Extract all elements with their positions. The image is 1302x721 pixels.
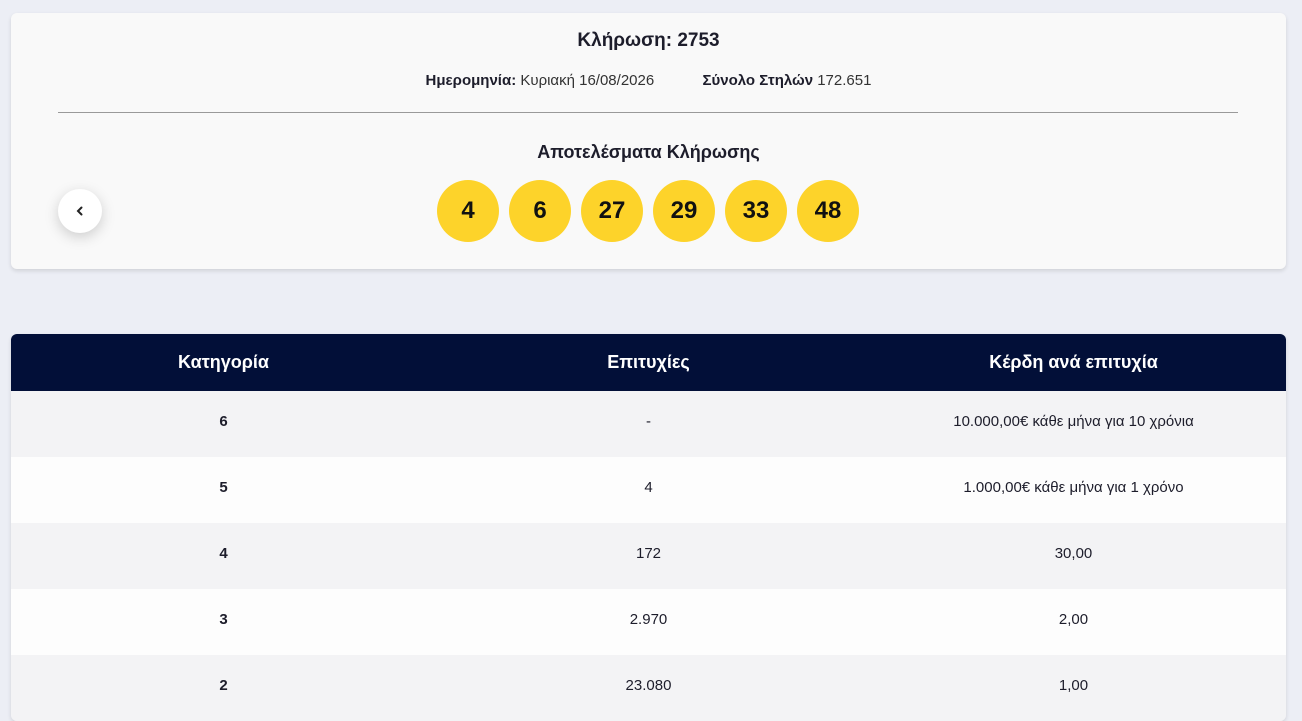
ball: 48 bbox=[797, 180, 859, 242]
table-row: 6-10.000,00€ κάθε μήνα για 10 χρόνια bbox=[11, 391, 1286, 457]
table-row: 4 172 30,00 bbox=[11, 523, 1286, 589]
table-cell: 2,00 bbox=[861, 589, 1286, 655]
date-value: Κυριακή 16/08/2026 bbox=[520, 72, 655, 89]
table-cell: 172 bbox=[436, 523, 861, 589]
header-cell: Κατηγορία bbox=[11, 334, 436, 391]
columns-value: 172.651 bbox=[817, 72, 872, 89]
table-row: 3 2.970 2,00 bbox=[11, 589, 1286, 655]
table-cell: 5 bbox=[11, 457, 436, 523]
ball: 6 bbox=[509, 180, 571, 242]
table-header: Κατηγορία Επιτυχίες Κέρδη ανά επιτυχία bbox=[11, 334, 1286, 391]
ball: 4 bbox=[437, 180, 499, 242]
columns-label: Σύνολο Στηλών bbox=[702, 72, 814, 89]
table-cell: 23.080 bbox=[436, 655, 861, 721]
ball: 33 bbox=[725, 180, 787, 242]
table-cell: 3 bbox=[11, 589, 436, 655]
table-cell: 4 bbox=[11, 523, 436, 589]
ball: 27 bbox=[581, 180, 643, 242]
results-title: Αποτελέσματα Κλήρωσης bbox=[537, 142, 760, 162]
table-cell: 1.000,00€ κάθε μήνα για 1 χρόνο bbox=[861, 457, 1286, 523]
table-cell: 2 bbox=[11, 655, 436, 721]
header-cell: Επιτυχίες bbox=[436, 334, 861, 391]
prize-table: Κατηγορία Επιτυχίες Κέρδη ανά επιτυχία 6-1… bbox=[11, 334, 1286, 721]
table-row: 2 23.080 1,00 bbox=[11, 655, 1286, 721]
table-cell: - bbox=[436, 391, 861, 457]
table-body: 6-10.000,00€ κάθε μήνα για 10 χρόνια 5 4 1.… bbox=[11, 391, 1286, 721]
header-cell: Κέρδη ανά επιτυχία bbox=[861, 334, 1286, 391]
draw-card: Κλήρωση: 2753 Ημερομηνία: Κυριακή 16/08/… bbox=[11, 13, 1286, 269]
table-cell: 10.000,00€ κάθε μήνα για 10 χρόνια bbox=[861, 391, 1286, 457]
draw-info: Ημερομηνία: Κυριακή 16/08/2026 Σύνολο Στ… bbox=[11, 72, 1286, 89]
ball: 29 bbox=[653, 180, 715, 242]
date-label: Ημερομηνία: bbox=[425, 72, 517, 89]
balls: 4 6 27 29 33 48 bbox=[10, 180, 1286, 242]
divider bbox=[58, 112, 1238, 113]
draw-title: Κλήρωση: 2753 bbox=[577, 30, 720, 51]
back-icon bbox=[76, 206, 83, 216]
table-cell: 1,00 bbox=[861, 655, 1286, 721]
table-cell: 6 bbox=[11, 391, 436, 457]
table-row: 5 4 1.000,00€ κάθε μήνα για 1 χρόνο bbox=[11, 457, 1286, 523]
back-button[interactable] bbox=[58, 189, 102, 233]
table-cell: 2.970 bbox=[436, 589, 861, 655]
table-cell: 30,00 bbox=[861, 523, 1286, 589]
page: Κλήρωση: 2753 Ημερομηνία: Κυριακή 16/08/… bbox=[11, 13, 1286, 694]
table-cell: 4 bbox=[436, 457, 861, 523]
